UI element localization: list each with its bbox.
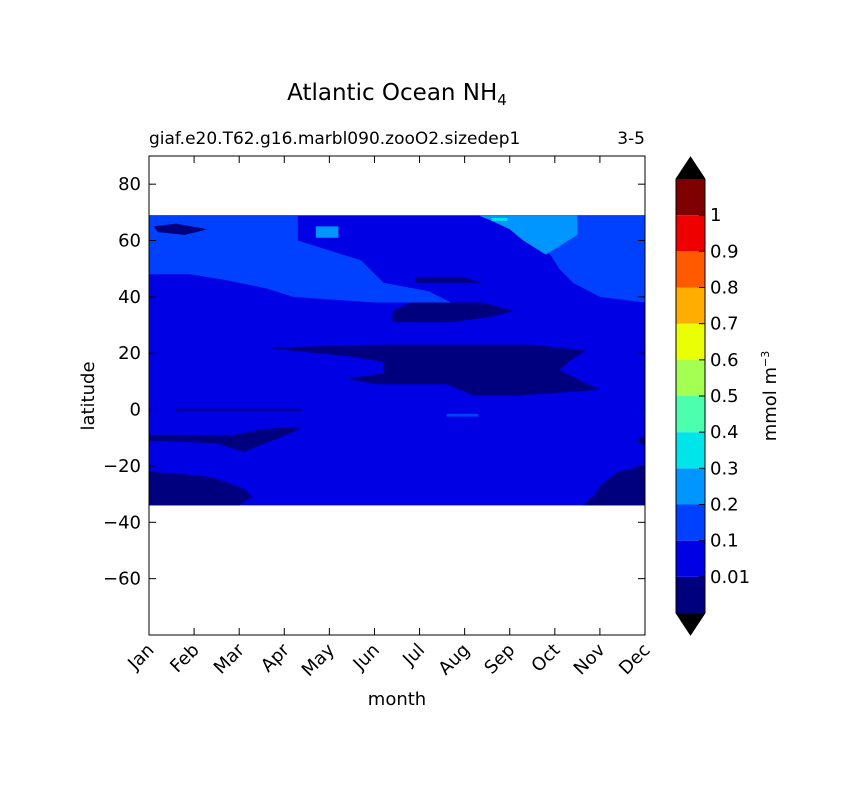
x-tick-label: Aug: [434, 640, 474, 680]
y-tick-label: 80: [118, 174, 141, 195]
colorbar-segment: [676, 179, 705, 216]
colorbar-tick-label: 0.8: [710, 278, 739, 299]
contour-region-jul-blob: [392, 302, 515, 323]
y-tick-label: −40: [103, 512, 141, 533]
x-tick-label: Jan: [123, 640, 158, 675]
colorbar-tick-label: 0.5: [710, 386, 739, 407]
colorbar-tick-label: 0.01: [710, 567, 750, 588]
y-axis-ticks: 80 60 40 20 0 −20 −40 −60: [103, 174, 645, 590]
colorbar-tick-label: 1: [710, 205, 721, 226]
chart-subtitle-left: giaf.e20.T62.g16.marbl090.zooO2.sizedep1: [149, 129, 520, 149]
x-tick-label: Jun: [349, 640, 384, 675]
colorbar-extend-top: [676, 157, 705, 179]
chart-subtitle-right: 3-5: [617, 129, 645, 149]
contour-region-aug-eq-fleck: [446, 413, 479, 417]
x-axis-label: month: [368, 689, 426, 710]
colorbar-segment: [676, 576, 705, 613]
chart-title: Atlantic Ocean NH4: [287, 80, 507, 109]
colorbar-segment: [676, 396, 705, 433]
colorbar-tick-label: 0.9: [710, 241, 739, 262]
colorbar-tick-label: 0.4: [710, 422, 739, 443]
colorbar-segment: [676, 359, 705, 396]
y-tick-label: 0: [130, 400, 141, 421]
colorbar-segment: [676, 215, 705, 252]
colorbar-tick-label: 0.7: [710, 314, 739, 335]
x-tick-label: Mar: [210, 639, 249, 678]
colorbar-tick-label: 0.1: [710, 531, 739, 552]
x-tick-label: Jul: [398, 640, 429, 671]
colorbar-segment: [676, 432, 705, 469]
colorbar-segment: [676, 504, 705, 541]
plot-frame: [148, 155, 646, 636]
colorbar-outline: [675, 156, 706, 636]
colorbar-segment: [676, 251, 705, 288]
colorbar-segment: [676, 468, 705, 505]
contour-region-jan-corner: [153, 223, 208, 235]
contour-region-north-band-right: [478, 215, 645, 303]
x-tick-label: May: [298, 639, 339, 680]
contour-region-aug-streak: [415, 277, 483, 283]
contour-region-north-band: [149, 215, 452, 303]
colorbar-tick-label: 0.2: [710, 495, 739, 516]
contour-region-may-patch: [315, 226, 339, 238]
colorbar: 0.01 0.1 0.2 0.3 0.4 0.5 0.6 0.7 0.8 0.9 1: [675, 156, 750, 636]
y-tick-label: −60: [103, 569, 141, 590]
colorbar-extend-bottom: [676, 613, 705, 635]
y-tick-label: 40: [118, 287, 141, 308]
y-axis-label: latitude: [78, 361, 99, 430]
contour-region-south-east-blob: [581, 465, 645, 506]
contour-region-sep-fleck: [491, 218, 508, 221]
contour-region-autumn-patch: [478, 215, 578, 255]
colorbar-segment: [676, 323, 705, 360]
x-axis-ticks: Jan Feb Mar Apr May Jun Jul Aug Sep Oct Nov Dec: [123, 156, 655, 681]
colorbar-segment: [676, 287, 705, 324]
colorbar-tick-label: 0.6: [710, 350, 739, 371]
contour-region-summer-blob: [266, 344, 600, 396]
x-tick-label: Dec: [615, 640, 654, 679]
x-tick-label: Sep: [480, 640, 519, 679]
colorbar-tick-label: 0.3: [710, 458, 739, 479]
x-tick-label: Feb: [166, 640, 203, 677]
contour-region-dec-edge: [636, 434, 645, 447]
colorbar-segment: [676, 540, 705, 577]
x-tick-label: Apr: [257, 639, 294, 676]
y-tick-label: −20: [103, 456, 141, 477]
y-tick-label: 60: [118, 231, 141, 252]
contour-layer: [149, 215, 645, 506]
y-tick-label: 20: [118, 343, 141, 364]
contour-region-south-west-blob: [149, 426, 303, 452]
colorbar-label: mmol m−3: [759, 351, 781, 442]
x-tick-label: Oct: [527, 640, 564, 677]
contour-region-eq-line: [176, 408, 303, 411]
x-tick-label: Nov: [570, 639, 610, 679]
contour-region-south-west-corner: [149, 471, 253, 506]
